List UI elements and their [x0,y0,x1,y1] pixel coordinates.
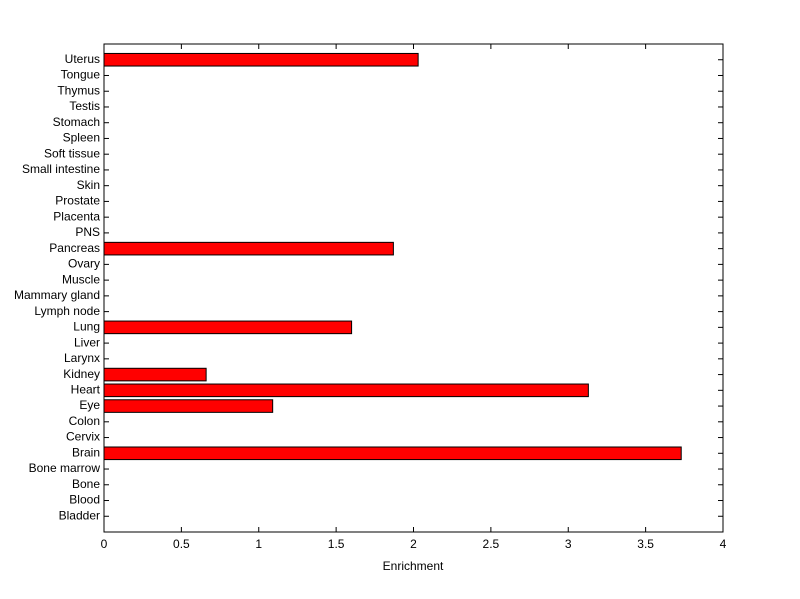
y-tick-label: Eye [79,398,100,412]
x-tick-label: 3.5 [637,537,654,551]
bar [103,320,353,335]
y-tick-label: Testis [69,99,100,113]
x-tick-label: 0.5 [173,537,190,551]
x-tick-label: 4 [720,537,727,551]
bar [103,399,274,413]
y-tick-label: Bone marrow [29,461,101,475]
y-tick-label: Colon [69,414,100,428]
y-tick-label: Skin [77,178,100,192]
y-tick-label: Muscle [62,272,100,286]
bar [103,52,419,67]
y-tick-label: Lung [73,320,100,334]
y-tick-label: Bladder [59,508,100,522]
x-axis-label: Enrichment [383,559,444,573]
bar [103,367,207,382]
plot-frame [103,43,724,533]
y-tick-label: Lymph node [34,304,100,318]
y-tick-label: Thymus [57,83,100,97]
y-tick-label: Brain [72,445,100,459]
y-tick-label: Uterus [65,52,100,66]
y-tick-label: Stomach [53,115,100,129]
y-tick-label: Spleen [63,131,100,145]
y-tick-label: Soft tissue [44,146,100,160]
bar [103,241,394,256]
y-tick-label: Tongue [61,68,101,82]
y-tick-label: Small intestine [22,162,100,176]
y-tick-label: Blood [69,493,100,507]
y-tick-label: Ovary [68,257,100,271]
x-tick-label: 0 [101,537,108,551]
bar [103,446,682,461]
y-tick-label: Prostate [55,194,100,208]
y-tick-label: Cervix [66,430,100,444]
y-tick-label: Larynx [64,351,100,365]
x-tick-label: 3 [565,537,572,551]
y-tick-label: Kidney [63,367,100,381]
y-tick-label: Mammary gland [14,288,100,302]
x-tick-label: 1.5 [328,537,345,551]
y-tick-label: Pancreas [49,241,100,255]
y-tick-label: Bone [72,477,100,491]
y-tick-label: Liver [74,335,100,349]
y-tick-label: Placenta [53,209,100,223]
x-tick-label: 2 [410,537,417,551]
y-tick-label: PNS [75,225,100,239]
y-tick-label: Heart [71,382,101,396]
x-tick-label: 2.5 [483,537,500,551]
bar [103,383,589,398]
x-tick-label: 1 [255,537,262,551]
